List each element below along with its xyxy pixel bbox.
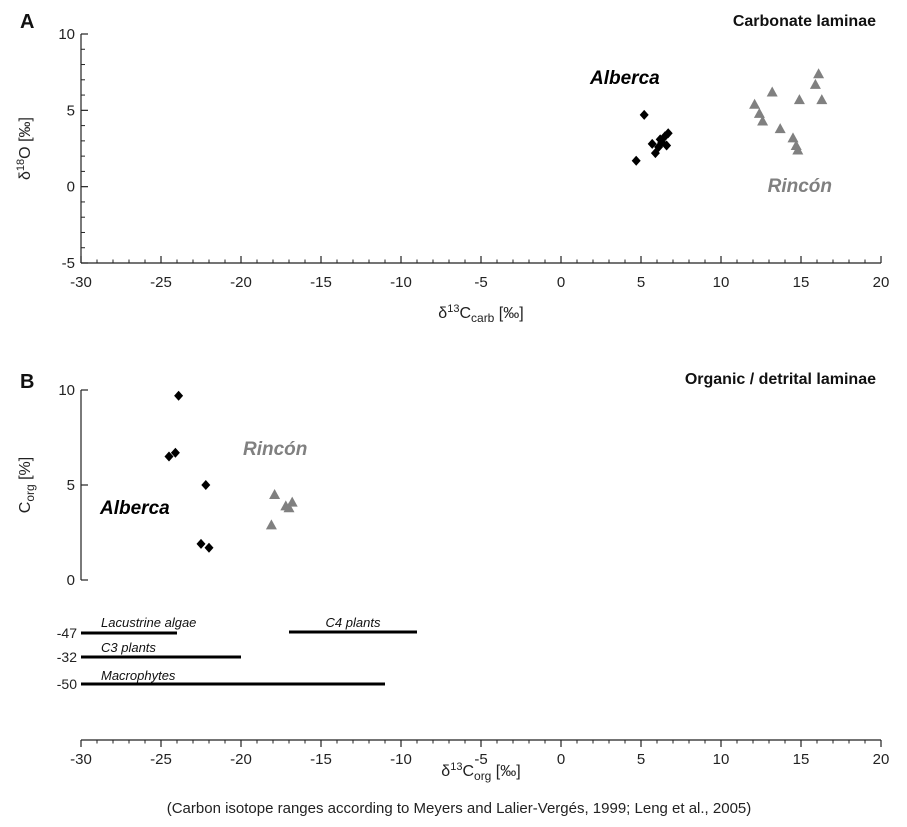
panel-a-title: Carbonate laminae — [733, 13, 876, 30]
data-point-rincon — [774, 123, 786, 134]
data-point-alberca — [174, 390, 184, 401]
x-tick-label: -20 — [230, 274, 252, 291]
series-label: Alberca — [589, 68, 660, 89]
data-point-rincon — [269, 489, 281, 499]
panel-b-title: Organic / detrital laminae — [685, 371, 876, 388]
panel-b-letter: B — [20, 371, 34, 393]
range-label: Lacustrine algae — [101, 615, 196, 630]
x-tick-label: -30 — [70, 274, 92, 291]
y-tick-label: 0 — [67, 572, 75, 589]
x-tick-label: 15 — [793, 274, 810, 291]
data-point-rincon — [816, 94, 828, 105]
data-point-rincon — [283, 502, 295, 513]
panel-a-letter: A — [20, 11, 34, 33]
data-point-rincon — [749, 98, 761, 109]
y-axis-label: Corg [%] — [17, 457, 37, 513]
x-axis-label: δ13Ccarb [‰] — [438, 303, 523, 325]
series-label: Alberca — [99, 498, 170, 519]
x-tick-label: -10 — [390, 274, 412, 291]
range-row-value: -32 — [57, 649, 77, 665]
x-tick-label: 0 — [557, 274, 565, 291]
x-tick-label: 0 — [557, 751, 565, 768]
x-tick-label: -25 — [150, 751, 172, 768]
x-tick-label: -15 — [310, 274, 332, 291]
x-tick-label: 5 — [637, 274, 645, 291]
x-tick-label: 10 — [713, 274, 730, 291]
data-point-rincon — [753, 107, 765, 118]
data-point-rincon — [809, 78, 821, 89]
y-tick-label: 5 — [67, 477, 75, 494]
data-point-rincon — [265, 519, 277, 530]
x-tick-label: -15 — [310, 751, 332, 768]
x-tick-label: -20 — [230, 751, 252, 768]
range-row-value: -50 — [57, 676, 77, 692]
x-tick-label: -30 — [70, 751, 92, 768]
x-tick-label: 5 — [637, 751, 645, 768]
data-point-alberca — [201, 480, 211, 490]
x-tick-label: -10 — [390, 751, 412, 768]
data-point-alberca — [655, 134, 665, 145]
panel-a-plot: -5 0 5 10 δ18O [‰] -30 -25 -20 -15 -10 -5 0 5 10 15 20 δ… — [15, 26, 889, 325]
range-row-value: -47 — [57, 625, 77, 641]
data-point-alberca — [204, 542, 214, 553]
x-tick-label: 20 — [873, 274, 890, 291]
x-tick-label: -5 — [474, 751, 487, 768]
y-tick-label: -5 — [62, 255, 75, 272]
x-tick-label: 15 — [793, 751, 810, 768]
data-point-alberca — [639, 109, 649, 120]
y-tick-label: 10 — [58, 382, 75, 399]
data-point-alberca — [170, 447, 180, 458]
x-tick-label: 20 — [873, 751, 890, 768]
data-point-alberca — [662, 140, 672, 151]
x-tick-label: -25 — [150, 274, 172, 291]
data-point-rincon — [766, 86, 778, 97]
figure-caption: (Carbon isotope ranges according to Meye… — [167, 800, 752, 817]
data-point-alberca — [647, 138, 657, 149]
x-axis-label: δ13Corg [‰] — [441, 761, 520, 783]
data-point-alberca — [663, 128, 673, 139]
data-point-rincon — [793, 94, 805, 105]
y-axis-label: δ18O [‰] — [15, 117, 34, 180]
data-point-alberca — [631, 155, 641, 166]
range-label: C4 plants — [326, 615, 381, 630]
data-point-alberca — [164, 451, 174, 462]
data-point-rincon — [792, 144, 804, 155]
x-tick-label: 10 — [713, 751, 730, 768]
x-tick-label: -5 — [474, 274, 487, 291]
series-label: Rincón — [768, 176, 832, 197]
y-tick-label: 10 — [58, 26, 75, 43]
y-tick-label: 0 — [67, 179, 75, 196]
data-point-rincon — [787, 132, 799, 143]
data-point-alberca — [196, 538, 206, 549]
y-tick-label: 5 — [67, 102, 75, 119]
series-label: Rincón — [243, 439, 307, 460]
data-point-rincon — [813, 68, 825, 79]
range-label: C3 plants — [101, 640, 156, 655]
range-label: Macrophytes — [101, 668, 176, 683]
data-point-rincon — [757, 115, 769, 126]
